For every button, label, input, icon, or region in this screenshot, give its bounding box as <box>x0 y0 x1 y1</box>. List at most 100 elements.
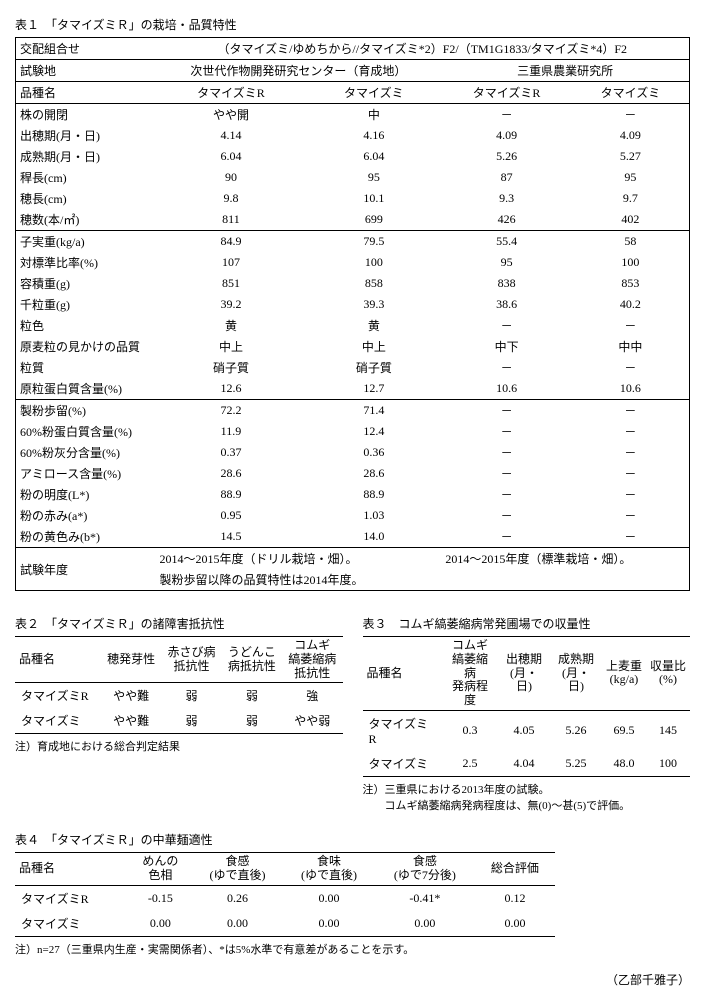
site2: 三重県農業研究所 <box>441 60 689 82</box>
table3: 品種名コムギ 縞萎縮病 発病程度出穂期 (月・日)成熟期 (月・日)上麦重 (k… <box>363 636 691 777</box>
col-header: コムギ 縞萎縮病 発病程度 <box>442 637 498 711</box>
cell: 87 <box>441 167 572 188</box>
table3-note1: 注）三重県における2013年度の試験。 <box>363 781 691 797</box>
cell: 838 <box>441 273 572 294</box>
cross-label: 交配組合せ <box>16 38 156 60</box>
cell: 145 <box>646 710 690 751</box>
row-label: 子実重(kg/a) <box>16 231 156 253</box>
footer2: 2014～2015年度（標準栽培・畑）。 <box>441 548 689 591</box>
cell: － <box>572 104 690 126</box>
cell: 11.9 <box>156 421 307 442</box>
table4: 品種名めんの 色相食感 (ゆで直後)食味 (ゆで直後)食感 (ゆで7分後)総合評… <box>15 852 555 937</box>
cell: 4.05 <box>498 710 550 751</box>
cell: 858 <box>306 273 441 294</box>
cell: － <box>441 357 572 378</box>
cell: 95 <box>306 167 441 188</box>
col-header: 食味 (ゆで直後) <box>283 852 375 885</box>
author: （乙部千雅子） <box>15 971 690 988</box>
col-header: 品種名 <box>363 637 443 711</box>
cell: 0.00 <box>129 911 192 937</box>
cell: 6.04 <box>156 146 307 167</box>
cell: 100 <box>646 751 690 777</box>
col4: タマイズミ <box>572 82 690 104</box>
cell: 100 <box>572 252 690 273</box>
col-header: 総合評価 <box>475 852 555 885</box>
cell: 0.37 <box>156 442 307 463</box>
cell: 699 <box>306 209 441 231</box>
cell: 強 <box>282 683 342 709</box>
row-label: 穂数(本/㎡) <box>16 209 156 231</box>
row-label: 粒質 <box>16 357 156 378</box>
cell: 硝子質 <box>306 357 441 378</box>
cell: 12.6 <box>156 378 307 400</box>
cell: 4.04 <box>498 751 550 777</box>
cell: 95 <box>441 252 572 273</box>
cell: やや弱 <box>282 708 342 734</box>
cell: 0.3 <box>442 710 498 751</box>
cell: 14.5 <box>156 526 307 548</box>
table4-caption: 表４ 「タマイズミＲ」の中華麺適性 <box>15 831 690 848</box>
cell: 100 <box>306 252 441 273</box>
col-header: 穂発芽性 <box>101 637 161 683</box>
cell: － <box>441 421 572 442</box>
table3-note2: コムギ縞萎縮病発病程度は、無(0)～甚(5)で評価。 <box>363 797 691 813</box>
col-header: コムギ 縞萎縮病 抵抗性 <box>282 637 342 683</box>
col1: タマイズミR <box>156 82 307 104</box>
cell: 58 <box>572 231 690 253</box>
cell: － <box>572 315 690 336</box>
col-header: めんの 色相 <box>129 852 192 885</box>
cell: タマイズミR <box>15 683 101 709</box>
cell: 88.9 <box>306 484 441 505</box>
cell: 28.6 <box>156 463 307 484</box>
cell: 中 <box>306 104 441 126</box>
cell: 426 <box>441 209 572 231</box>
cell: タマイズミ <box>363 751 443 777</box>
cell: 9.8 <box>156 188 307 209</box>
col-header: 成熟期 (月・日) <box>550 637 602 711</box>
cell: － <box>572 442 690 463</box>
cell: 38.6 <box>441 294 572 315</box>
cell: － <box>441 505 572 526</box>
cell: 黄 <box>156 315 307 336</box>
cell: タマイズミ <box>15 911 129 937</box>
cell: 硝子質 <box>156 357 307 378</box>
cell: 402 <box>572 209 690 231</box>
cell: 中上 <box>306 336 441 357</box>
col-header: 食感 (ゆで7分後) <box>375 852 475 885</box>
cell: 中下 <box>441 336 572 357</box>
cell: － <box>572 400 690 422</box>
cell: 4.16 <box>306 125 441 146</box>
col-header: 食感 (ゆで直後) <box>192 852 284 885</box>
col-header: うどんこ 病抵抗性 <box>222 637 282 683</box>
cell: 90 <box>156 167 307 188</box>
site1: 次世代作物開発研究センター（育成地） <box>156 60 442 82</box>
cell: 69.5 <box>602 710 646 751</box>
col-header: 品種名 <box>15 637 101 683</box>
cell: 95 <box>572 167 690 188</box>
cell: 中中 <box>572 336 690 357</box>
cell: 107 <box>156 252 307 273</box>
cell: 0.00 <box>192 911 284 937</box>
cell: 853 <box>572 273 690 294</box>
cell: － <box>441 484 572 505</box>
row-label: 粉の明度(L*) <box>16 484 156 505</box>
col3: タマイズミR <box>441 82 572 104</box>
row-label: 対標準比率(%) <box>16 252 156 273</box>
row-label: 原麦粒の見かけの品質 <box>16 336 156 357</box>
col2: タマイズミ <box>306 82 441 104</box>
row-label: 穂長(cm) <box>16 188 156 209</box>
cell: 0.00 <box>375 911 475 937</box>
cell: 811 <box>156 209 307 231</box>
cell: タマイズミ <box>15 708 101 734</box>
cell: 9.3 <box>441 188 572 209</box>
table2-note: 注）育成地における総合判定結果 <box>15 738 343 754</box>
cell: 5.26 <box>441 146 572 167</box>
cell: -0.41* <box>375 885 475 911</box>
cell: 79.5 <box>306 231 441 253</box>
cell: － <box>441 526 572 548</box>
cell: － <box>572 505 690 526</box>
cell: － <box>441 442 572 463</box>
cell: やや難 <box>101 708 161 734</box>
cell: 6.04 <box>306 146 441 167</box>
cell: 0.00 <box>283 885 375 911</box>
